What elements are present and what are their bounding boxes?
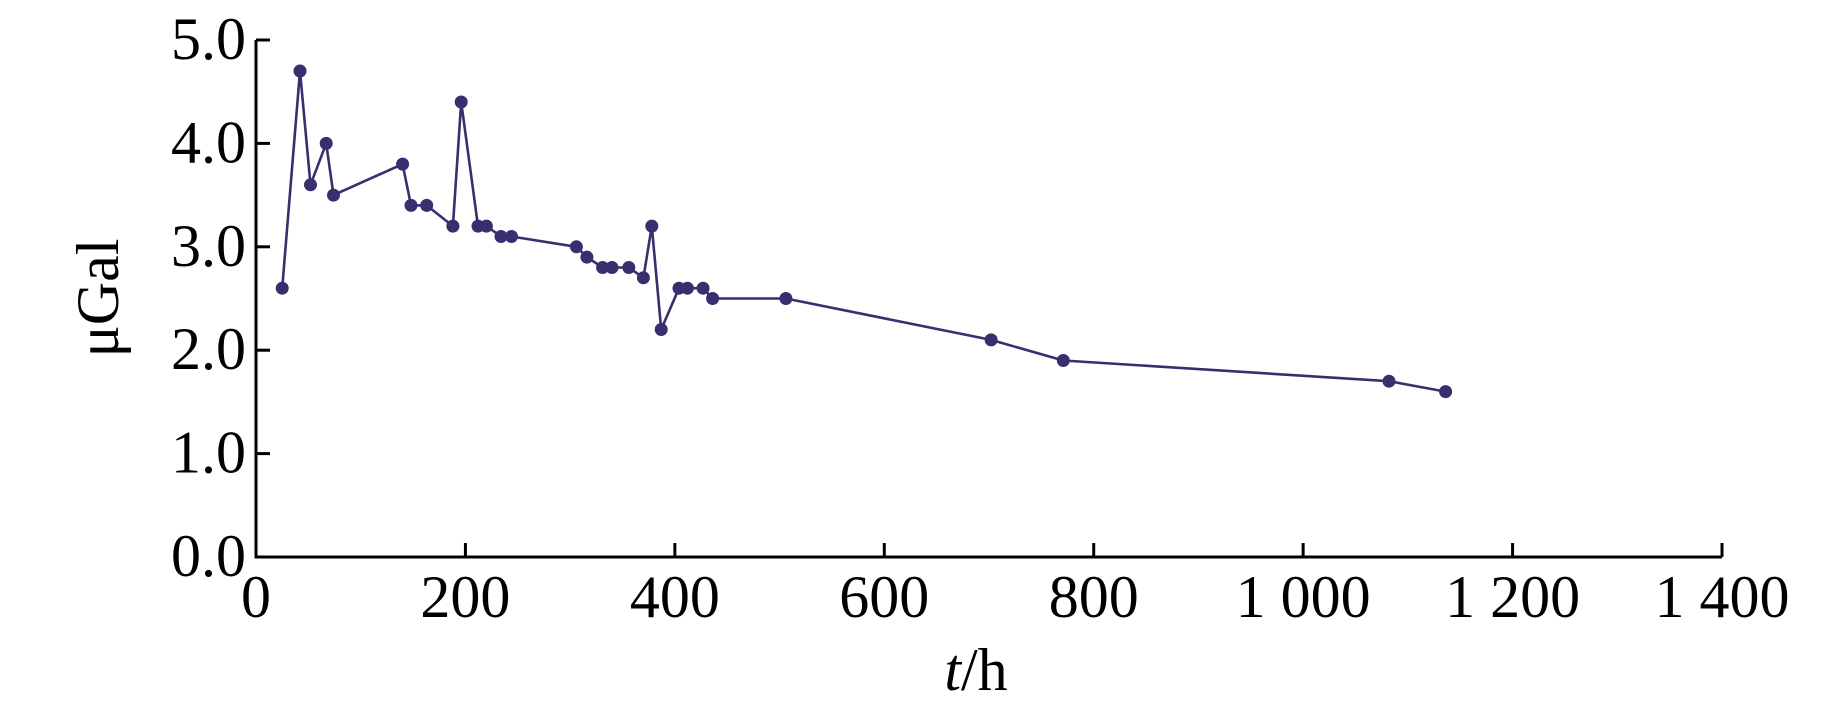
y-tick-label: 0.0	[171, 523, 246, 589]
data-point	[984, 333, 998, 347]
x-axis-title: t/h	[944, 637, 1007, 703]
axes-frame	[254, 40, 1722, 559]
x-tick-label: 1 200	[1445, 564, 1580, 630]
y-tick-label: 4.0	[171, 109, 246, 175]
data-point	[680, 281, 694, 295]
data-point	[454, 95, 468, 109]
y-tick-label: 1.0	[171, 420, 246, 486]
data-point	[596, 261, 610, 274]
x-axis-title-variable: t	[944, 637, 962, 703]
x-tick-label: 600	[839, 564, 929, 630]
data-point	[779, 292, 793, 305]
data-point	[580, 250, 594, 264]
data-point	[645, 219, 659, 233]
data-point	[327, 188, 340, 202]
data-point	[1439, 385, 1453, 399]
data-point	[479, 219, 493, 233]
data-point	[505, 230, 518, 243]
data-point	[494, 230, 508, 243]
y-axis: 0.0 1.0 2.0 3.0 4.0 5.0	[171, 6, 270, 589]
data-point	[622, 261, 636, 274]
x-tick-label: 1 400	[1655, 564, 1790, 630]
data-point	[420, 198, 434, 212]
data-point	[275, 281, 289, 295]
data-point	[605, 261, 619, 274]
x-axis-title-unit: /h	[961, 637, 1008, 703]
x-tick-label: 800	[1049, 564, 1139, 630]
data-point	[304, 178, 317, 192]
y-axis-title: μGal	[65, 239, 131, 358]
data-point	[293, 64, 307, 78]
data-point	[696, 281, 710, 295]
data-point	[654, 323, 668, 336]
data-point	[636, 271, 650, 285]
data-point	[396, 157, 410, 171]
x-tick-label: 0	[241, 564, 271, 630]
y-tick-label: 3.0	[171, 213, 246, 279]
y-tick-label: 5.0	[171, 6, 246, 72]
x-tick-label: 1 000	[1236, 564, 1371, 630]
x-tick-label: 400	[630, 564, 720, 630]
data-point	[569, 240, 583, 254]
data-point	[1056, 354, 1070, 367]
data-point	[404, 198, 418, 212]
series-layer	[275, 64, 1453, 399]
y-tick-label: 2.0	[171, 316, 246, 382]
x-tick-label: 200	[420, 564, 510, 630]
data-point	[446, 219, 460, 233]
data-point	[706, 292, 720, 305]
data-point	[319, 136, 333, 150]
x-axis: 0 200 400 600 800 1 000 1 200 1 400	[241, 543, 1790, 630]
data-point	[1382, 374, 1396, 388]
axes	[254, 40, 1722, 559]
